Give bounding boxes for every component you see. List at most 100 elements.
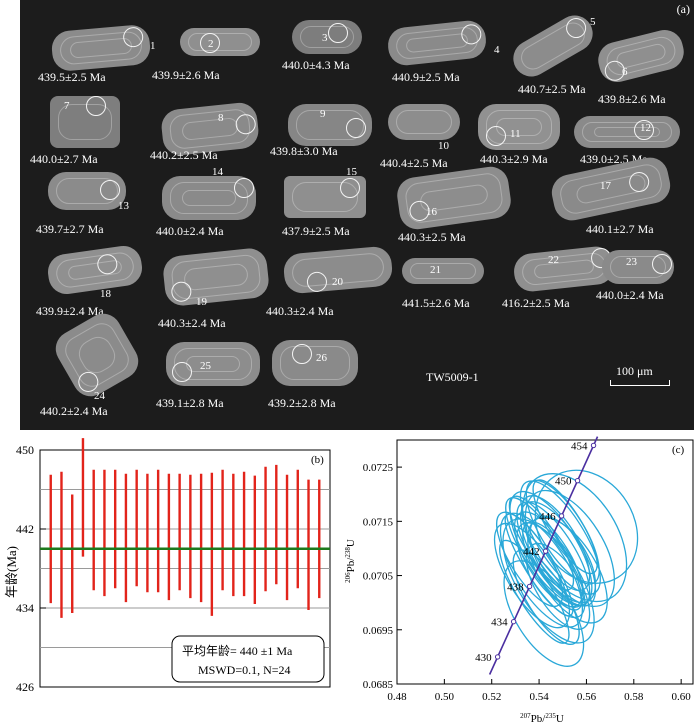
grain-age-10: 440.4±2.5 Ma bbox=[380, 156, 448, 170]
zircon-grain-19 bbox=[161, 246, 271, 308]
grain-age-24: 440.2±2.4 Ma bbox=[40, 404, 108, 418]
grain-age-22: 416.2±2.5 Ma bbox=[502, 296, 570, 310]
mswd-text: MSWD=0.1, N=24 bbox=[198, 663, 291, 677]
grain-age-19: 440.3±2.4 Ma bbox=[158, 316, 226, 330]
concordia-age-label: 430 bbox=[475, 652, 492, 664]
grain-age-4: 440.9±2.5 Ma bbox=[392, 70, 460, 84]
grain-age-7: 440.0±2.7 Ma bbox=[30, 152, 98, 166]
panel-a-tag: (a) bbox=[676, 2, 690, 16]
grain-number-2: 2 bbox=[208, 38, 214, 50]
grain-number-11: 11 bbox=[510, 128, 521, 140]
cl-image-panel: (a) 1 439.5±2.5 Ma 2 439.9±2.6 Ma 3 440.… bbox=[20, 0, 694, 430]
y-tick-label: 426 bbox=[16, 680, 34, 694]
y-tick-label: 450 bbox=[16, 443, 34, 457]
grain-number-18: 18 bbox=[100, 288, 111, 300]
grain-number-17: 17 bbox=[600, 180, 611, 192]
stats-box bbox=[171, 635, 325, 683]
analysis-spot-15 bbox=[340, 178, 360, 198]
zircon-grain-26 bbox=[272, 340, 358, 386]
grain-age-16: 440.3±2.5 Ma bbox=[398, 230, 466, 244]
grain-age-8: 440.2±2.5 Ma bbox=[150, 148, 218, 162]
zircon-grain-10 bbox=[388, 104, 460, 140]
concordia-age-label: 450 bbox=[555, 476, 572, 488]
zircon-grain-3 bbox=[292, 20, 362, 54]
scale-bar-label: 100 μm bbox=[616, 364, 653, 378]
zircon-grain-25 bbox=[166, 342, 260, 386]
concordia-age-marker bbox=[526, 583, 533, 590]
analysis-spot-11 bbox=[486, 126, 506, 146]
grain-number-16: 16 bbox=[426, 206, 437, 218]
zircon-grain-7 bbox=[50, 96, 120, 148]
analysis-spot-25 bbox=[172, 362, 192, 382]
zircon-grain-12 bbox=[574, 116, 680, 148]
concordia-age-marker bbox=[574, 477, 581, 484]
zircon-grain-23 bbox=[602, 250, 674, 284]
y-tick-label: 0.0715 bbox=[363, 516, 394, 528]
y-tick-label: 434 bbox=[16, 601, 34, 615]
analysis-spot-12 bbox=[634, 120, 654, 140]
zircon-grain-24 bbox=[49, 307, 145, 403]
analysis-spot-14 bbox=[234, 178, 254, 198]
grain-number-23: 23 bbox=[626, 256, 637, 268]
analysis-spot-9 bbox=[346, 118, 366, 138]
grain-age-18: 439.9±2.4 Ma bbox=[36, 304, 104, 318]
concordia-age-label: 442 bbox=[523, 546, 540, 558]
y-tick-label: 0.0695 bbox=[363, 625, 394, 637]
grain-age-15: 437.9±2.5 Ma bbox=[282, 224, 350, 238]
error-ellipse bbox=[525, 542, 591, 630]
x-tick-label: 0.48 bbox=[387, 691, 407, 703]
scale-bar bbox=[610, 380, 670, 386]
grain-age-3: 440.0±4.3 Ma bbox=[282, 58, 350, 72]
grain-number-21: 21 bbox=[430, 264, 441, 276]
panel-c-tag: (c) bbox=[672, 444, 685, 456]
grain-age-6: 439.8±2.6 Ma bbox=[598, 92, 666, 106]
zircon-grain-21 bbox=[402, 258, 484, 284]
y-axis-label-b: 年龄(Ma) bbox=[4, 546, 19, 598]
zircon-grain-17 bbox=[548, 154, 674, 224]
grain-number-15: 15 bbox=[346, 166, 357, 178]
grain-number-6: 6 bbox=[622, 66, 628, 78]
analysis-spot-20 bbox=[306, 271, 328, 293]
concordia-age-marker bbox=[494, 654, 501, 660]
grain-age-9: 439.8±3.0 Ma bbox=[270, 144, 338, 158]
analysis-spot-2 bbox=[200, 33, 220, 53]
concordia-age-marker bbox=[510, 618, 517, 625]
zircon-grain-1 bbox=[50, 23, 152, 73]
weighted-mean-text: 平均年龄= 440 ±1 Ma bbox=[182, 644, 293, 658]
zircon-grain-5 bbox=[506, 8, 600, 84]
concordia-age-marker bbox=[590, 442, 597, 449]
grain-number-10: 10 bbox=[438, 140, 449, 152]
grain-number-1: 1 bbox=[150, 40, 156, 52]
x-tick-label: 0.56 bbox=[577, 691, 597, 703]
zircon-grain-16 bbox=[394, 164, 514, 232]
x-tick-label: 0.52 bbox=[482, 691, 501, 703]
grain-age-25: 439.1±2.8 Ma bbox=[156, 396, 224, 410]
grain-number-4: 4 bbox=[494, 44, 500, 56]
grain-number-12: 12 bbox=[640, 122, 651, 134]
analysis-spot-13 bbox=[100, 180, 120, 200]
concordia-age-label: 446 bbox=[539, 511, 556, 523]
grain-number-19: 19 bbox=[196, 296, 207, 308]
y-tick-label: 0.0685 bbox=[363, 679, 394, 691]
grain-number-9: 9 bbox=[320, 108, 326, 120]
grain-number-22: 22 bbox=[548, 254, 559, 266]
y-tick-label: 442 bbox=[16, 522, 34, 536]
error-ellipse bbox=[508, 495, 575, 591]
zircon-grain-14 bbox=[162, 176, 256, 220]
grain-number-7: 7 bbox=[64, 100, 70, 112]
error-ellipse bbox=[519, 480, 601, 595]
x-tick-label: 0.50 bbox=[435, 691, 455, 703]
y-tick-label: 0.0705 bbox=[363, 571, 394, 583]
concordia-diagram: 430 434 438 442 446 450 454 0.48 0.50 0.52 0.54 0.… bbox=[344, 436, 694, 725]
zircon-grain-9 bbox=[288, 104, 372, 146]
concordia-age-marker bbox=[558, 513, 565, 519]
analysis-spot-23 bbox=[652, 254, 672, 274]
grain-age-2: 439.9±2.6 Ma bbox=[152, 68, 220, 82]
error-ellipse bbox=[516, 501, 591, 607]
grain-age-23: 440.0±2.4 Ma bbox=[596, 288, 664, 302]
analysis-spot-7 bbox=[86, 96, 106, 116]
y-axis-label-c: 206Pb/238U bbox=[344, 539, 357, 583]
grain-number-26: 26 bbox=[316, 352, 327, 364]
zircon-grain-6 bbox=[594, 26, 688, 86]
concordia-age-marker bbox=[542, 548, 549, 554]
